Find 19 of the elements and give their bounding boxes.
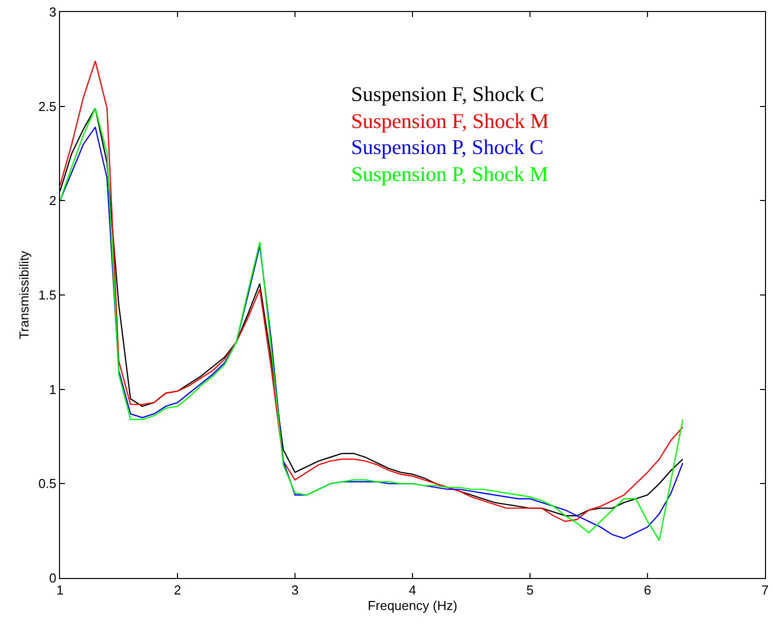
text: Suspension F, Shock M [351,109,550,133]
text: Suspension F, Shock C [351,82,544,106]
y-tick-label: 2 [49,193,56,208]
text: Suspension P, Shock C [351,135,544,159]
y-axis-title: Transmissibility [16,250,32,340]
text: Suspension P, Shock M [351,162,549,186]
y-tick-label: 1 [49,382,56,397]
x-tick-label: 3 [291,582,299,598]
y-tick-label: 1.5 [38,288,56,303]
y-tick-label: 3 [49,4,56,20]
x-tick-label: 6 [644,582,652,598]
y-tick-label: 2.5 [38,98,56,114]
x-tick-label: 2 [174,582,182,598]
y-tick-label: 0 [49,570,56,586]
x-tick-label: 7 [761,582,769,598]
x-axis-title: Frequency (Hz) [368,598,458,614]
x-tick-label: 5 [526,582,534,598]
y-tick-label: 0.5 [38,476,56,492]
x-tick-label: 4 [408,582,416,598]
